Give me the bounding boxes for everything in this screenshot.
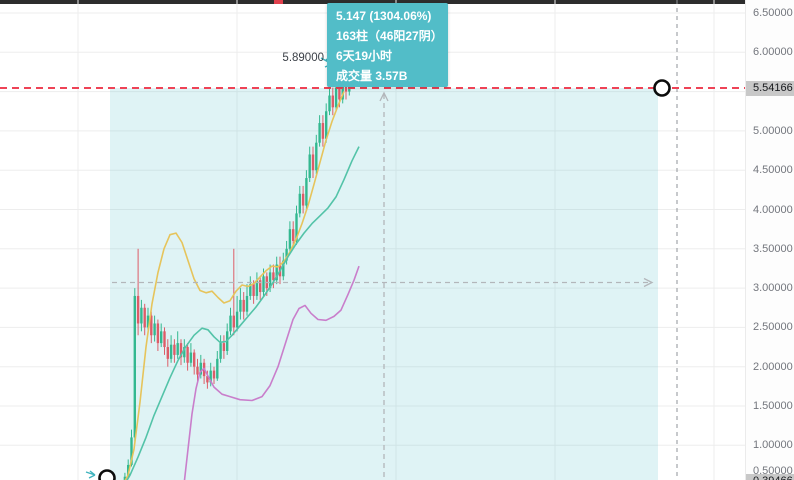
- jump-to-start-arrow-icon: [85, 470, 96, 479]
- candle-body: [189, 352, 193, 363]
- candle-body: [169, 344, 173, 359]
- axis-tick-label: 4.00000: [753, 204, 793, 216]
- candle-body: [143, 307, 146, 328]
- measure-duration-text: 6天19小时: [336, 49, 393, 63]
- candle-body: [232, 315, 235, 328]
- candle-body: [331, 95, 334, 108]
- candle-body: [315, 142, 318, 171]
- candle-body: [212, 370, 216, 379]
- ma-slow-purple-line: [183, 265, 360, 480]
- candle-body: [196, 366, 199, 375]
- candle-body: [179, 343, 183, 358]
- candle-body: [338, 87, 341, 100]
- measure-height-arrowhead-icon: [379, 91, 389, 102]
- axis-tick-label: 4.50000: [753, 164, 793, 176]
- measure-start-handle[interactable]: [98, 469, 116, 480]
- candle-body: [186, 347, 189, 363]
- candle-body: [235, 311, 239, 328]
- axis-tick-label: 1.00000: [753, 439, 793, 451]
- candle-body: [183, 347, 186, 358]
- candle-body: [153, 323, 156, 336]
- candle-body: [166, 347, 169, 359]
- candle-body: [288, 229, 292, 249]
- candle-body: [245, 295, 249, 312]
- high-price-label: 5.89000: [282, 52, 324, 64]
- measure-width-arrowhead-icon: [643, 277, 654, 288]
- candle-body: [321, 123, 325, 139]
- candle-body: [285, 248, 288, 261]
- measure-end-price-label: 5.54166: [746, 81, 794, 96]
- axis-tick-label: 3.50000: [753, 243, 793, 255]
- measure-end-handle[interactable]: [653, 79, 671, 97]
- candle-body: [150, 315, 153, 336]
- candle-body: [249, 284, 252, 296]
- candle-body: [222, 343, 226, 351]
- candle-body: [318, 123, 321, 143]
- measure-start-price-label: 0.39466: [746, 474, 794, 480]
- candle-body: [160, 331, 163, 344]
- scrollbar-red-marker-icon: [274, 0, 283, 4]
- candle-body: [275, 264, 278, 281]
- candle-body: [133, 295, 136, 438]
- candle-body: [301, 193, 305, 206]
- candle-body: [199, 362, 202, 375]
- candle-body: [176, 343, 179, 355]
- measure-change-text: 5.147 (1304.06%): [336, 9, 432, 23]
- candle-body: [259, 280, 262, 293]
- candle-body: [216, 358, 219, 379]
- candle-body: [305, 178, 308, 206]
- candle-body: [209, 370, 212, 383]
- measure-bars-text: 163柱（46阳27阴）: [336, 29, 439, 43]
- axis-tick-label: 2.00000: [753, 361, 793, 373]
- price-axis[interactable]: 5.54166 0.39466 6.50000 6.00000 5.00000 4.5…: [745, 0, 794, 480]
- candle-body: [292, 229, 295, 241]
- candle-body: [239, 299, 242, 312]
- candle-body: [268, 272, 272, 289]
- ma-mid-teal-line: [126, 146, 360, 480]
- candle-body: [163, 331, 166, 348]
- candle-body: [344, 83, 348, 92]
- candle-body: [311, 154, 315, 171]
- top-scrollbar[interactable]: [0, 0, 745, 4]
- candle-body: [262, 276, 265, 293]
- axis-tick-label: 2.50000: [753, 321, 793, 333]
- candle-body: [255, 280, 259, 296]
- candle-body: [146, 315, 150, 328]
- candle-body: [272, 272, 275, 281]
- candle-body: [242, 299, 245, 312]
- candle-body: [298, 193, 301, 214]
- candle-body: [282, 260, 285, 277]
- measure-tooltip: 5.147 (1304.06%) 163柱（46阳27阴） 6天19小时 成交量…: [327, 3, 448, 87]
- candle-body: [130, 437, 133, 465]
- axis-tick-label: 1.50000: [753, 400, 793, 412]
- candle-body: [156, 323, 160, 344]
- measure-volume-text: 成交量 3.57B: [336, 69, 408, 83]
- axis-tick-label: 6.50000: [753, 7, 793, 19]
- candle-body: [136, 295, 140, 324]
- candlestick-chart-canvas[interactable]: [0, 0, 745, 480]
- candle-body: [140, 307, 143, 324]
- candle-body: [193, 352, 196, 367]
- candle-body: [348, 88, 351, 92]
- candle-body: [328, 95, 331, 112]
- candle-body: [341, 83, 344, 100]
- axis-tick-label: 3.00000: [753, 282, 793, 294]
- ma-fast-yellow-line: [124, 91, 345, 480]
- axis-tick-label: 6.00000: [753, 46, 793, 58]
- candle-body: [295, 213, 298, 241]
- candle-body: [252, 284, 255, 296]
- candle-body: [229, 315, 232, 332]
- candle-body: [325, 111, 328, 139]
- axis-tick-label: 0.50000: [753, 465, 793, 477]
- candle-body: [219, 343, 222, 359]
- candle-body: [173, 344, 176, 355]
- candle-body: [308, 154, 311, 179]
- candle-body: [206, 376, 209, 383]
- axis-tick-label: 5.00000: [753, 125, 793, 137]
- candle-body: [334, 87, 338, 108]
- candle-body: [123, 476, 127, 480]
